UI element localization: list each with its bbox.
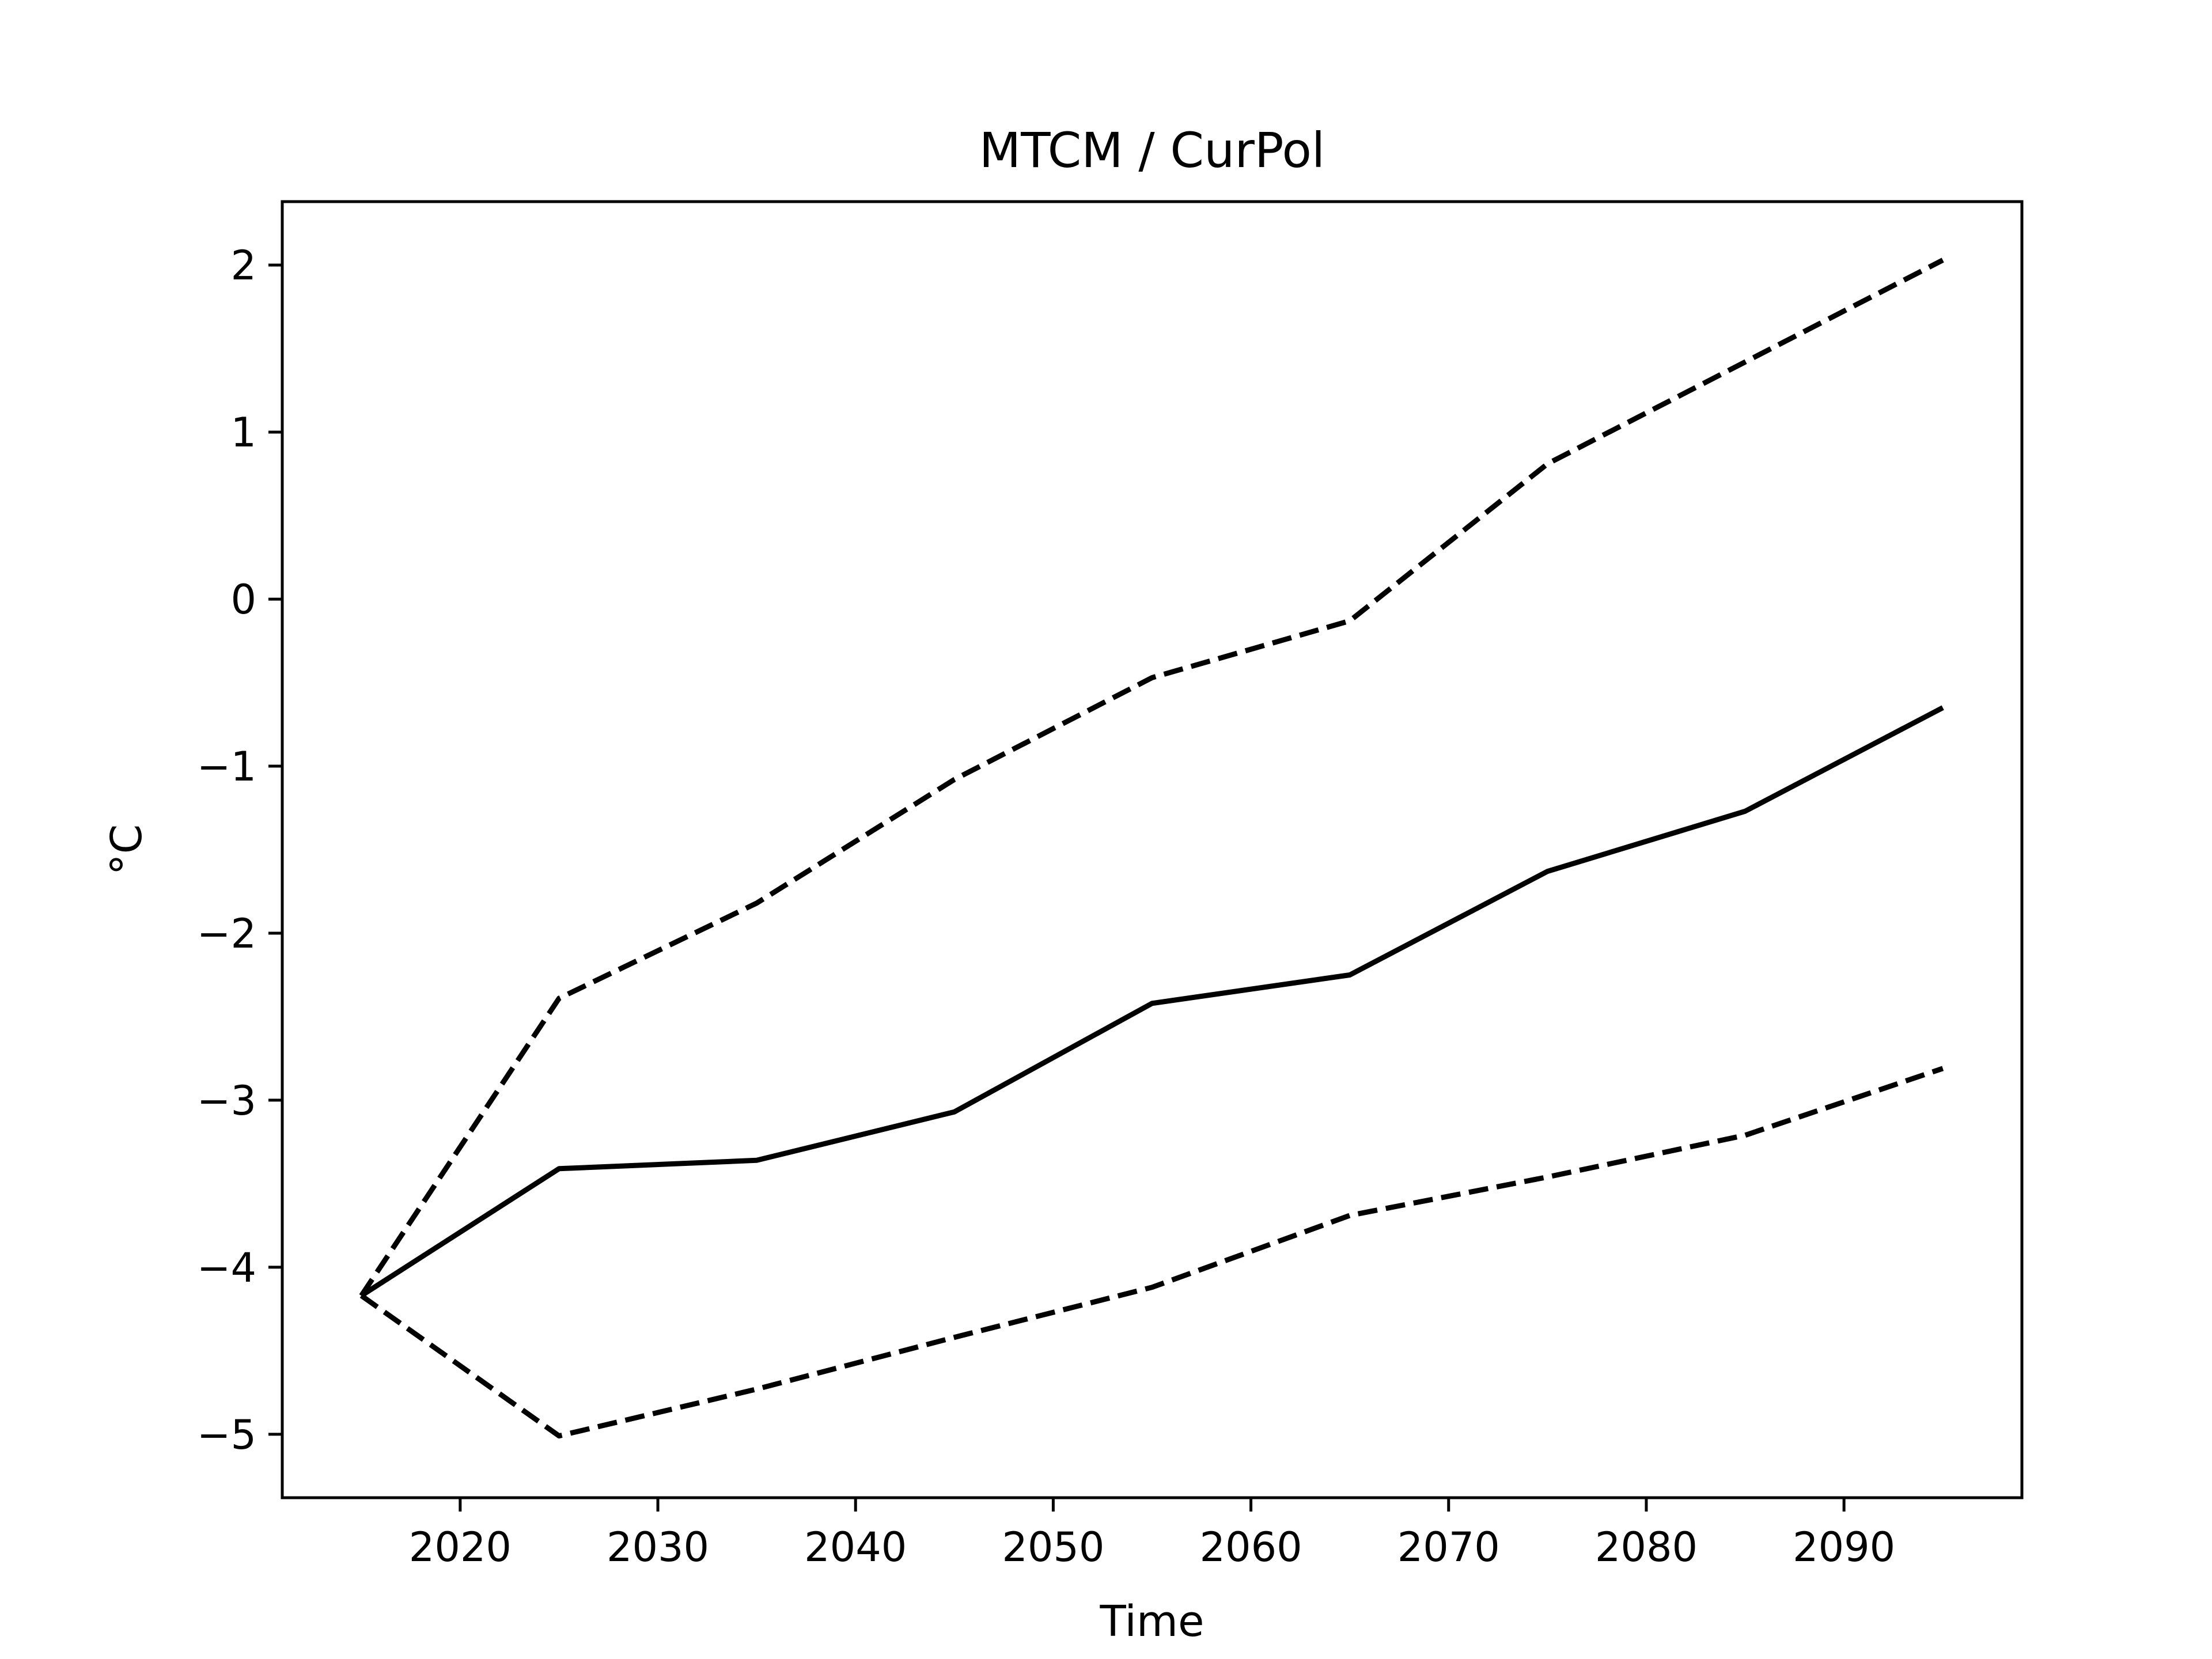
x-axis-ticks: 2020 2030 2040 2050 2060 2070 2080 2090 — [409, 1498, 1895, 1571]
y-tick-label: 0 — [230, 576, 256, 623]
y-tick-label: −3 — [197, 1077, 256, 1124]
x-tick-label: 2070 — [1397, 1524, 1500, 1571]
x-tick-label: 2030 — [607, 1524, 709, 1571]
y-tick-label: 2 — [230, 242, 256, 289]
x-tick-label: 2040 — [804, 1524, 907, 1571]
x-axis-label: Time — [1099, 1597, 1204, 1646]
y-tick-label: −1 — [197, 743, 256, 790]
plot-frame — [281, 200, 2024, 1499]
x-tick-label: 2060 — [1200, 1524, 1302, 1571]
x-tick-label: 2090 — [1793, 1524, 1895, 1571]
solid-series-line-0 — [359, 705, 1944, 1298]
y-axis-label: °C — [102, 824, 151, 876]
y-tick-label: −5 — [197, 1411, 256, 1459]
y-axis-ticks: −5 −4 −3 −2 −1 0 1 2 — [197, 242, 282, 1459]
y-tick-label: 1 — [230, 409, 256, 456]
x-tick-label: 2020 — [409, 1524, 512, 1571]
y-tick-label: −2 — [197, 910, 256, 957]
plot-lines — [359, 257, 1944, 1439]
dashed-series-line-2 — [359, 1066, 1944, 1439]
x-tick-label: 2050 — [1002, 1524, 1104, 1571]
y-tick-label: −4 — [197, 1244, 256, 1291]
x-tick-label: 2080 — [1595, 1524, 1698, 1571]
chart-title: MTCM / CurPol — [979, 122, 1325, 179]
dashed-series-line-1 — [359, 257, 1944, 1297]
